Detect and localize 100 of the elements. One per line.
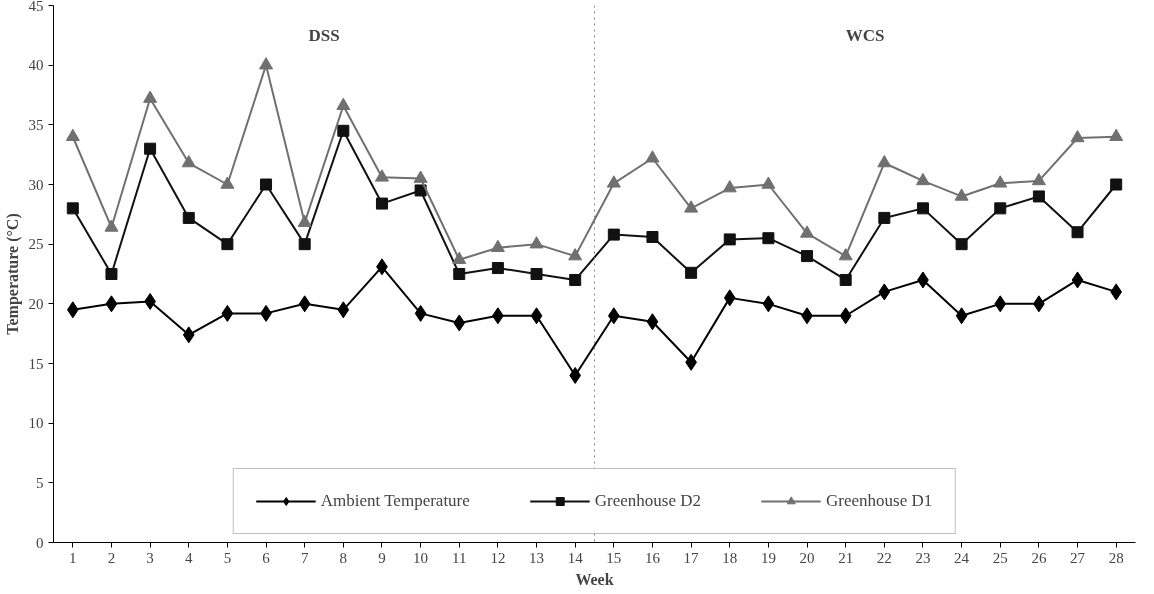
y-tick-label: 20: [28, 295, 44, 312]
point: [414, 304, 427, 322]
point: [1032, 190, 1045, 203]
point: [569, 273, 582, 286]
y-tick-label: 30: [28, 176, 44, 193]
point: [491, 262, 504, 275]
point: [221, 238, 234, 251]
point: [762, 232, 775, 245]
point: [994, 202, 1007, 215]
point: [839, 307, 852, 325]
point: [105, 268, 118, 280]
point: [453, 268, 466, 280]
y-tick-label: 25: [28, 236, 44, 253]
point: [530, 307, 543, 325]
point: [722, 180, 737, 193]
point: [877, 155, 892, 168]
x-tick-label: 21: [838, 549, 854, 566]
y-tick-label: 10: [28, 415, 44, 432]
point: [1071, 271, 1084, 289]
point: [260, 178, 273, 191]
legend-label: Greenhouse D2: [594, 491, 702, 511]
x-axis-title: Week: [575, 570, 614, 588]
point: [182, 211, 195, 224]
point: [607, 307, 620, 325]
point: [414, 184, 427, 197]
point: [181, 155, 196, 168]
x-tick-label: 20: [799, 549, 815, 566]
point: [336, 97, 351, 110]
x-tick-label: 19: [760, 549, 776, 566]
y-tick-label: 5: [36, 474, 44, 491]
point: [723, 233, 736, 246]
x-tick-label: 27: [1070, 549, 1086, 566]
point: [993, 175, 1008, 188]
point: [607, 228, 620, 241]
point: [878, 283, 891, 301]
x-tick-label: 16: [644, 549, 661, 566]
x-tick-label: 26: [1031, 549, 1047, 566]
point: [685, 266, 698, 279]
point: [182, 326, 195, 344]
point: [375, 197, 388, 210]
x-tick-label: 10: [413, 549, 429, 566]
point: [684, 200, 699, 213]
point: [374, 169, 389, 182]
point: [530, 268, 543, 280]
point: [453, 314, 466, 332]
point: [1109, 128, 1124, 142]
point: [220, 176, 235, 189]
point: [839, 273, 852, 286]
x-tick-label: 12: [490, 549, 506, 566]
y-tick-label: 15: [28, 355, 44, 372]
point: [298, 295, 311, 313]
annotation: DSS: [308, 26, 340, 45]
legend-label: Greenhouse D1: [826, 491, 933, 511]
point: [413, 170, 428, 183]
point: [878, 211, 891, 224]
point: [66, 301, 79, 319]
x-tick-label: 22: [876, 549, 892, 566]
point: [337, 301, 350, 319]
x-tick-label: 1: [69, 549, 77, 566]
point: [916, 202, 929, 215]
point: [105, 295, 118, 313]
point: [762, 295, 775, 313]
point: [259, 57, 274, 70]
x-tick-label: 8: [339, 549, 348, 566]
point: [761, 176, 776, 189]
point: [298, 238, 311, 251]
x-tick-label: 7: [300, 549, 309, 566]
point: [606, 175, 621, 188]
point: [568, 248, 583, 261]
point: [801, 250, 814, 263]
x-tick-label: 18: [722, 549, 738, 566]
x-tick-label: 5: [223, 549, 232, 566]
x-tick-label: 23: [915, 549, 931, 566]
legend-label: Ambient Temperature: [320, 491, 470, 511]
point: [337, 124, 350, 137]
point: [800, 225, 815, 238]
point: [569, 366, 582, 384]
point: [955, 238, 968, 251]
point: [452, 251, 467, 264]
x-tick-label: 24: [954, 549, 970, 566]
y-tick-label: 45: [28, 0, 44, 14]
annotation: WCS: [845, 26, 885, 45]
point: [915, 172, 930, 186]
y-tick-label: 35: [28, 116, 44, 133]
point: [104, 219, 119, 232]
x-tick-label: 6: [262, 549, 271, 566]
point: [646, 231, 659, 244]
point: [1110, 178, 1123, 191]
x-tick-label: 17: [683, 549, 700, 566]
point: [529, 236, 544, 249]
point: [297, 214, 312, 227]
point: [221, 304, 234, 322]
x-tick-label: 2: [107, 549, 116, 566]
point: [490, 239, 505, 252]
point: [645, 150, 660, 163]
x-tick-label: 4: [185, 549, 193, 566]
point: [66, 202, 79, 215]
point: [994, 295, 1007, 313]
point: [1071, 226, 1084, 239]
x-tick-label: 28: [1108, 549, 1124, 566]
